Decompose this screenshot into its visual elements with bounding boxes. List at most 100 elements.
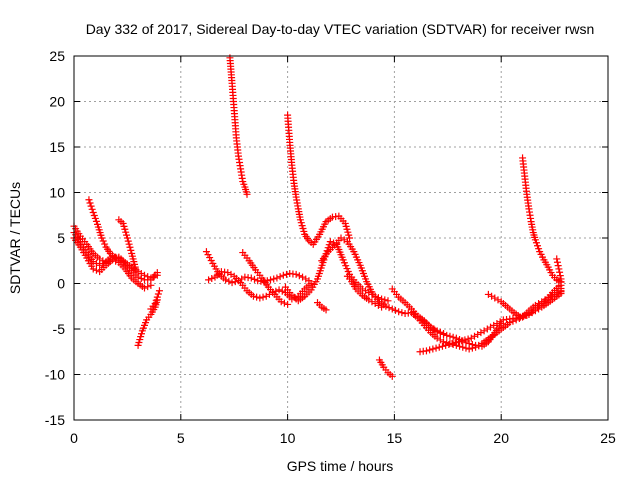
data-point: [151, 300, 159, 308]
data-point: [119, 258, 127, 266]
data-point: [247, 274, 255, 282]
data-point: [442, 341, 450, 349]
data-point: [465, 345, 473, 353]
x-axis-label: GPS time / hours: [287, 458, 394, 474]
data-point: [243, 190, 251, 198]
x-tick-label: 10: [280, 430, 296, 446]
data-point-interp: [278, 287, 286, 295]
data-point-interp: [509, 317, 517, 325]
data-point: [292, 270, 300, 278]
data-point: [440, 330, 448, 338]
data-point-interp: [92, 266, 100, 274]
data-point-interp: [445, 340, 453, 348]
data-point-interp: [385, 304, 393, 312]
data-point-interp: [137, 274, 145, 282]
data-point-interp: [86, 199, 94, 207]
data-point-interp: [295, 272, 303, 280]
y-tick-label: -10: [45, 367, 65, 383]
data-point: [273, 274, 281, 282]
data-point: [153, 293, 161, 301]
data-point-interp: [432, 344, 440, 352]
data-point: [202, 248, 210, 256]
data-points: [70, 54, 565, 380]
data-point-interp: [520, 312, 528, 320]
data-point-interp: [231, 278, 239, 286]
chart-title: Day 332 of 2017, Sidereal Day-to-day VTE…: [86, 21, 595, 37]
y-axis-label: SDTVAR / TECUs: [7, 182, 23, 294]
x-tick-label: 15: [387, 430, 403, 446]
data-point-interp: [556, 272, 564, 280]
data-point: [555, 265, 563, 273]
data-point: [155, 287, 163, 295]
data-point-interp: [90, 211, 98, 219]
data-point-interp: [458, 337, 466, 345]
data-point-interp: [340, 236, 348, 244]
data-point: [279, 271, 287, 279]
data-point-interp: [464, 335, 472, 343]
data-point: [480, 327, 488, 335]
data-point-interp: [471, 332, 478, 340]
data-point: [454, 338, 462, 346]
data-point: [440, 338, 448, 346]
data-point: [446, 332, 454, 340]
data-point-interp: [204, 251, 212, 259]
data-point: [435, 343, 443, 351]
data-point: [224, 269, 232, 277]
data-point: [384, 297, 392, 305]
data-point-interp: [88, 205, 96, 213]
data-point-interp: [494, 296, 502, 304]
data-point-interp: [468, 344, 476, 352]
data-point: [474, 330, 482, 338]
data-point-interp: [127, 246, 135, 254]
data-point: [275, 286, 283, 294]
data-point-interp: [272, 287, 280, 295]
data-point: [395, 308, 403, 316]
data-point-interp: [443, 331, 451, 339]
plot-frame: [73, 55, 609, 421]
data-point-interp: [206, 254, 214, 262]
data-point-interp: [283, 270, 291, 278]
data-point-interp: [398, 309, 406, 317]
data-point-interp: [451, 339, 459, 347]
data-point: [299, 273, 307, 281]
data-point-interp: [208, 274, 216, 282]
data-point-interp: [436, 336, 444, 344]
data-point-interp: [547, 292, 555, 300]
y-tick-label: 25: [49, 48, 65, 64]
data-point: [284, 300, 292, 308]
data-point: [459, 343, 467, 351]
y-tick-label: 15: [49, 139, 65, 155]
data-point-interp: [553, 258, 561, 266]
data-point: [388, 305, 396, 313]
data-point: [346, 234, 354, 242]
data-point: [491, 294, 499, 302]
data-point: [85, 196, 93, 204]
data-point: [422, 347, 430, 355]
grid-lines: [74, 56, 608, 420]
data-point-interp: [475, 341, 483, 349]
y-tick-label: 20: [49, 94, 65, 110]
x-tick-label: 0: [70, 430, 78, 446]
data-point-interp: [152, 296, 160, 304]
y-tick-label: -5: [53, 321, 66, 337]
data-point: [487, 323, 495, 331]
data-point: [448, 340, 456, 348]
data-point-interp: [556, 268, 564, 276]
data-point: [429, 345, 437, 353]
y-tick-labels: -15 -10 -5 0 5 10 15 20 25: [45, 48, 65, 428]
data-point-interp: [207, 257, 215, 265]
data-point: [132, 266, 140, 274]
data-point: [531, 236, 539, 244]
data-point-interp: [477, 329, 485, 337]
data-point-interp: [456, 342, 464, 350]
data-point: [506, 319, 514, 327]
data-point: [461, 336, 469, 344]
data-point-interp: [238, 275, 246, 283]
data-point-interp: [125, 240, 133, 248]
data-point-interp: [515, 315, 523, 323]
y-tick-label: 0: [57, 276, 65, 292]
data-point-interp: [92, 217, 100, 225]
data-point-interp: [535, 245, 543, 253]
